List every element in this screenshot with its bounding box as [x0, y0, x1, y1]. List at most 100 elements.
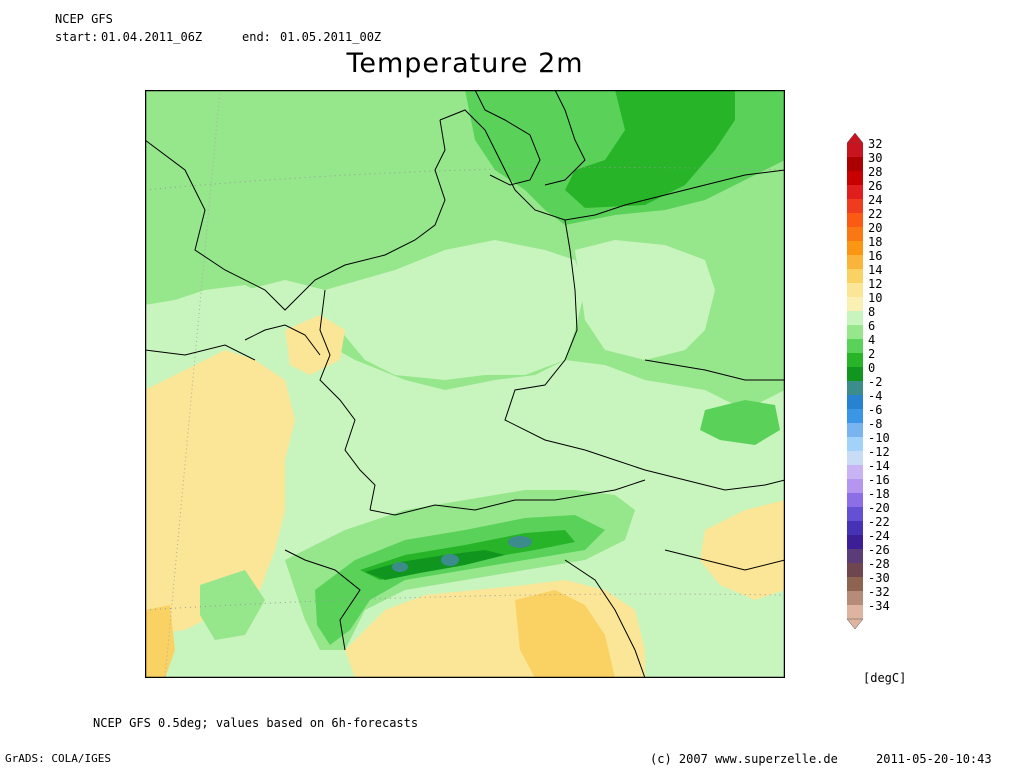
map-frame: [145, 90, 785, 678]
legend-tick-label: 14: [868, 263, 883, 277]
field-8-10-central: [325, 240, 585, 380]
legend-tick-label: 18: [868, 235, 883, 249]
legend-swatch: [847, 283, 863, 298]
legend-tick-label: -2: [868, 375, 883, 389]
legend-tick-label: 8: [868, 305, 876, 319]
legend-tick-label: 28: [868, 165, 883, 179]
legend-swatch: [847, 367, 863, 382]
graticule-parallel-north: [145, 167, 785, 191]
legend-swatch: [847, 339, 863, 354]
legend-tick-label: -6: [868, 403, 883, 417]
legend-swatch: [847, 521, 863, 536]
model-label: NCEP GFS: [55, 12, 113, 26]
legend-tick-label: 12: [868, 277, 883, 291]
legend-swatch: [847, 199, 863, 214]
legend-swatch: [847, 311, 863, 326]
field-below-0-alps-a: [508, 536, 532, 548]
legend-swatch: [847, 479, 863, 494]
legend-swatch: [847, 605, 863, 620]
legend-tick-label: -28: [868, 557, 890, 571]
legend-tick-label: -32: [868, 585, 890, 599]
field-0-2-alps: [365, 550, 505, 580]
field-2-4-poland: [565, 90, 735, 208]
legend-arrow-bottom: [846, 618, 864, 629]
map-canvas: [145, 90, 785, 678]
legend-tick-label: 0: [868, 361, 876, 375]
legend-tick-label: -26: [868, 543, 890, 557]
legend-unit: [degC]: [863, 671, 907, 685]
end-value: 01.05.2011_00Z: [280, 30, 382, 44]
legend-swatch: [847, 353, 863, 368]
field-10-12-benelux: [285, 315, 345, 375]
field-below-0-alps-b: [441, 554, 459, 566]
copyright: (c) 2007 www.superzelle.de: [650, 752, 838, 766]
legend-swatch: [847, 143, 863, 158]
legend-swatch: [847, 493, 863, 508]
legend-swatch: [847, 269, 863, 284]
legend-swatch: [847, 591, 863, 606]
temperature-map: [145, 90, 785, 678]
field-10-12-france: [145, 350, 295, 635]
field-8-10-southwest-patch: [200, 570, 265, 640]
legend-tick-label: -30: [868, 571, 890, 585]
legend-swatch: [847, 213, 863, 228]
end-label: end:: [242, 30, 271, 44]
legend-swatch: [847, 171, 863, 186]
legend-tick-label: 32: [868, 137, 883, 151]
legend-swatch: [847, 241, 863, 256]
timestamp: 2011-05-20-10:43: [876, 752, 992, 766]
legend-tick-label: -20: [868, 501, 890, 515]
legend-swatch: [847, 535, 863, 550]
legend-tick-label: -18: [868, 487, 890, 501]
legend-swatch: [847, 255, 863, 270]
legend-swatch: [847, 423, 863, 438]
legend-tick-label: -24: [868, 529, 890, 543]
grads-credit: GrADS: COLA/IGES: [5, 752, 111, 765]
source-note: NCEP GFS 0.5deg; values based on 6h-fore…: [93, 716, 419, 730]
legend-tick-label: 26: [868, 179, 883, 193]
legend-swatch: [847, 465, 863, 480]
legend-swatch: [847, 185, 863, 200]
legend-tick-label: -8: [868, 417, 883, 431]
field-12-14-italy: [515, 590, 615, 678]
field-10-12-east: [700, 500, 785, 600]
start-value: 01.04.2011_06Z: [101, 30, 203, 44]
legend-tick-label: 10: [868, 291, 883, 305]
legend-tick-label: 30: [868, 151, 883, 165]
legend-tick-label: -34: [868, 599, 890, 613]
start-label: start:: [55, 30, 99, 44]
field-4-6-czech: [700, 400, 780, 445]
field-6-8-sea: [145, 90, 465, 305]
legend-colorbar: [846, 133, 864, 629]
legend-arrow-top: [846, 133, 864, 144]
field-12-14-southwest: [145, 605, 175, 678]
legend-tick-label: -22: [868, 515, 890, 529]
legend-tick-label: -10: [868, 431, 890, 445]
legend-tick-label: 20: [868, 221, 883, 235]
field-below-0-alps-c: [392, 562, 408, 572]
legend-swatch: [847, 451, 863, 466]
legend-tick-label: 16: [868, 249, 883, 263]
legend-tick-label: 4: [868, 333, 876, 347]
legend-tick-label: 6: [868, 319, 876, 333]
legend-swatch: [847, 549, 863, 564]
legend-swatch: [847, 325, 863, 340]
legend-swatch: [847, 507, 863, 522]
map-title: Temperature 2m: [346, 48, 584, 79]
coastlines-borders: [145, 90, 785, 678]
legend-tick-label: -14: [868, 459, 890, 473]
legend-tick-label: -4: [868, 389, 883, 403]
legend-swatch: [847, 227, 863, 242]
legend-swatch: [847, 577, 863, 592]
legend-swatch: [847, 409, 863, 424]
graticule-parallel-south: [145, 593, 785, 611]
color-legend: 32 30 28 26 24 22 20 18 16 14 12 10 8 6 4 2 0 -2 -4 -6 -8 -10…: [845, 133, 925, 629]
legend-swatch: [847, 297, 863, 312]
legend-swatch: [847, 381, 863, 396]
legend-tick-label: 22: [868, 207, 883, 221]
legend-tick-label: -16: [868, 473, 890, 487]
graticule-meridian: [164, 90, 221, 678]
legend-swatch: [847, 395, 863, 410]
legend-swatch: [847, 437, 863, 452]
legend-tick-label: -12: [868, 445, 890, 459]
